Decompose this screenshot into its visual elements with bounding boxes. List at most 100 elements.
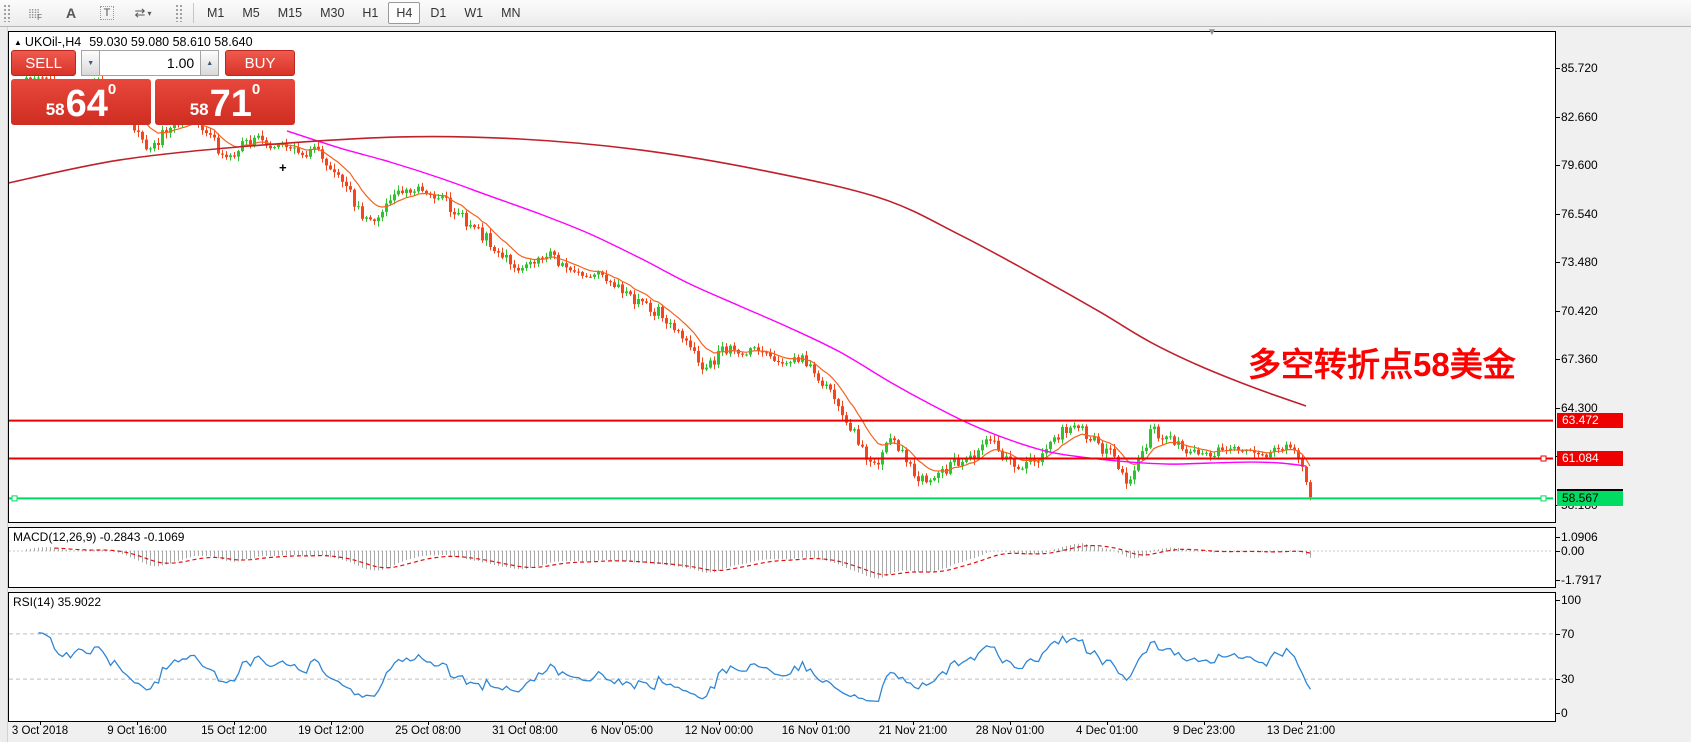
volume-increase-button[interactable]: ▲: [200, 50, 220, 76]
macd-label: MACD(12,26,9) -0.2843 -0.1069: [13, 530, 185, 544]
timeframe-drag-handle[interactable]: [175, 4, 183, 22]
date-tick: [913, 721, 914, 725]
price-tick-label: 67.360: [1561, 352, 1598, 367]
timeframe-button-m1[interactable]: M1: [207, 6, 225, 20]
price-tick: [1555, 165, 1560, 166]
date-tick: [234, 721, 235, 725]
level-price-tag: 61.084: [1557, 451, 1623, 466]
indicators-grid-icon[interactable]: ⣿⣿ F: [20, 2, 50, 24]
volume-decrease-button[interactable]: ▼: [81, 50, 101, 76]
date-label: 16 Nov 01:00: [781, 725, 851, 737]
volume-stepper: ▼ ▲: [81, 50, 220, 76]
rsi-tick: [1555, 634, 1560, 635]
symbol-name: UKOil-,H4: [24, 35, 82, 49]
rsi-pane[interactable]: RSI(14) 35.9022: [8, 592, 1556, 722]
timeframe-button-m5[interactable]: M5: [242, 6, 260, 20]
price-tick-label: 79.600: [1561, 158, 1598, 172]
symbol-marker-icon: ▲: [14, 38, 22, 47]
date-label: 9 Dec 23:00: [1172, 725, 1236, 737]
shapes-icon[interactable]: ⇄ ▾: [128, 2, 158, 24]
candlestick-chart[interactable]: [9, 32, 1553, 520]
date-label: 3 Oct 2018: [11, 725, 69, 737]
timeframe-button-h4[interactable]: H4: [388, 2, 421, 24]
rsi-tick: [1555, 600, 1560, 601]
date-label: 4 Dec 01:00: [1075, 725, 1139, 737]
toolbar-separator: [193, 3, 194, 23]
date-tick: [816, 721, 817, 725]
buy-price-big: 71: [209, 83, 252, 125]
volume-input[interactable]: [100, 50, 201, 76]
date-label: 25 Oct 08:00: [395, 725, 461, 737]
level-price-tag: 58.567: [1557, 490, 1623, 506]
date-tick: [428, 721, 429, 725]
grid-badge: F: [37, 12, 43, 22]
price-tick: [1555, 407, 1560, 409]
timeframe-button-mn[interactable]: MN: [501, 6, 521, 20]
timeframe-button-h1[interactable]: H1: [362, 6, 379, 20]
macd-chart: [9, 543, 1553, 579]
grid-glyph: ⣿⣿: [27, 7, 40, 18]
text-label-icon[interactable]: A: [56, 2, 86, 24]
date-tick: [137, 721, 138, 725]
date-tick: [1107, 721, 1108, 725]
timeframe-button-m30[interactable]: M30: [320, 6, 345, 20]
date-label: 28 Nov 01:00: [975, 725, 1045, 737]
chart-title: ▲ UKOil-,H4 59.030 59.080 58.610 58.640: [14, 35, 253, 49]
rsi-tick-label: 0: [1561, 706, 1568, 720]
a-glyph: A: [65, 5, 77, 21]
level-price-tag: 63.472: [1557, 413, 1623, 429]
date-tick: [1301, 721, 1302, 725]
timeframe-button-w1[interactable]: W1: [464, 6, 484, 20]
chart-shift-icon[interactable]: ▼: [1207, 27, 1217, 38]
date-tick: [331, 721, 332, 725]
date-tick: [1010, 721, 1011, 725]
macd-pane[interactable]: MACD(12,26,9) -0.2843 -0.1069: [8, 527, 1556, 588]
sell-price-small: 58: [45, 100, 65, 119]
one-click-price-row: 58 64 0 58 71 0: [11, 79, 295, 125]
macd-tick-label: 0.00: [1561, 544, 1585, 558]
buy-button[interactable]: BUY: [225, 50, 295, 76]
sell-price-box[interactable]: 58 64 0: [11, 79, 151, 125]
rsi-label: RSI(14) 35.9022: [13, 595, 102, 609]
price-tick: [1555, 116, 1560, 118]
timeframe-toolbar: M1 M5 M15 M30 H1 H4 D1 W1 MN: [198, 2, 530, 24]
price-tick: [1555, 262, 1560, 264]
macd-tick-label: -1.7917: [1561, 573, 1602, 587]
date-label: 6 Nov 05:00: [590, 725, 654, 737]
rsi-tick-label: 70: [1561, 627, 1575, 641]
date-label: 9 Oct 16:00: [107, 725, 167, 737]
date-tick: [719, 721, 720, 725]
arrow-object-marker: +: [279, 160, 287, 175]
sell-price-big: 64: [65, 83, 108, 125]
date-label: 12 Nov 00:00: [684, 725, 754, 737]
rsi-tick-label: 30: [1561, 672, 1575, 686]
macd-tick: [1555, 537, 1560, 538]
price-tick: [1555, 359, 1560, 361]
price-tick: [1555, 68, 1560, 69]
window-left-edge: [0, 27, 8, 742]
buy-price-box[interactable]: 58 71 0: [155, 79, 295, 125]
rsi-tick: [1555, 713, 1560, 714]
timeframe-button-d1[interactable]: D1: [430, 6, 447, 20]
price-tick-label: 64.300: [1561, 400, 1598, 415]
price-tick-label: 73.480: [1561, 255, 1598, 270]
timeframe-button-m15[interactable]: M15: [277, 6, 303, 20]
chevron-down-icon: ▾: [147, 8, 152, 18]
date-tick: [40, 721, 41, 725]
toolbar-drag-handle[interactable]: [3, 4, 11, 22]
rsi-tick: [1555, 679, 1560, 680]
date-label: 13 Dec 21:00: [1266, 725, 1336, 737]
chart-annotation-text: 多空转折点58美金: [1248, 346, 1516, 383]
price-tick: [1555, 310, 1560, 312]
buy-price-sup: 0: [251, 81, 261, 98]
text-box-icon[interactable]: T: [92, 2, 122, 24]
buy-price-small: 58: [189, 100, 209, 119]
t-glyph: T: [99, 6, 115, 20]
ohlc-values: 59.030 59.080 58.610 58.640: [89, 35, 253, 49]
price-tick-label: 76.540: [1561, 206, 1598, 221]
date-tick: [622, 721, 623, 725]
sell-button[interactable]: SELL: [11, 50, 77, 76]
date-label: 21 Nov 21:00: [878, 725, 948, 737]
date-label: 15 Oct 12:00: [201, 725, 267, 737]
